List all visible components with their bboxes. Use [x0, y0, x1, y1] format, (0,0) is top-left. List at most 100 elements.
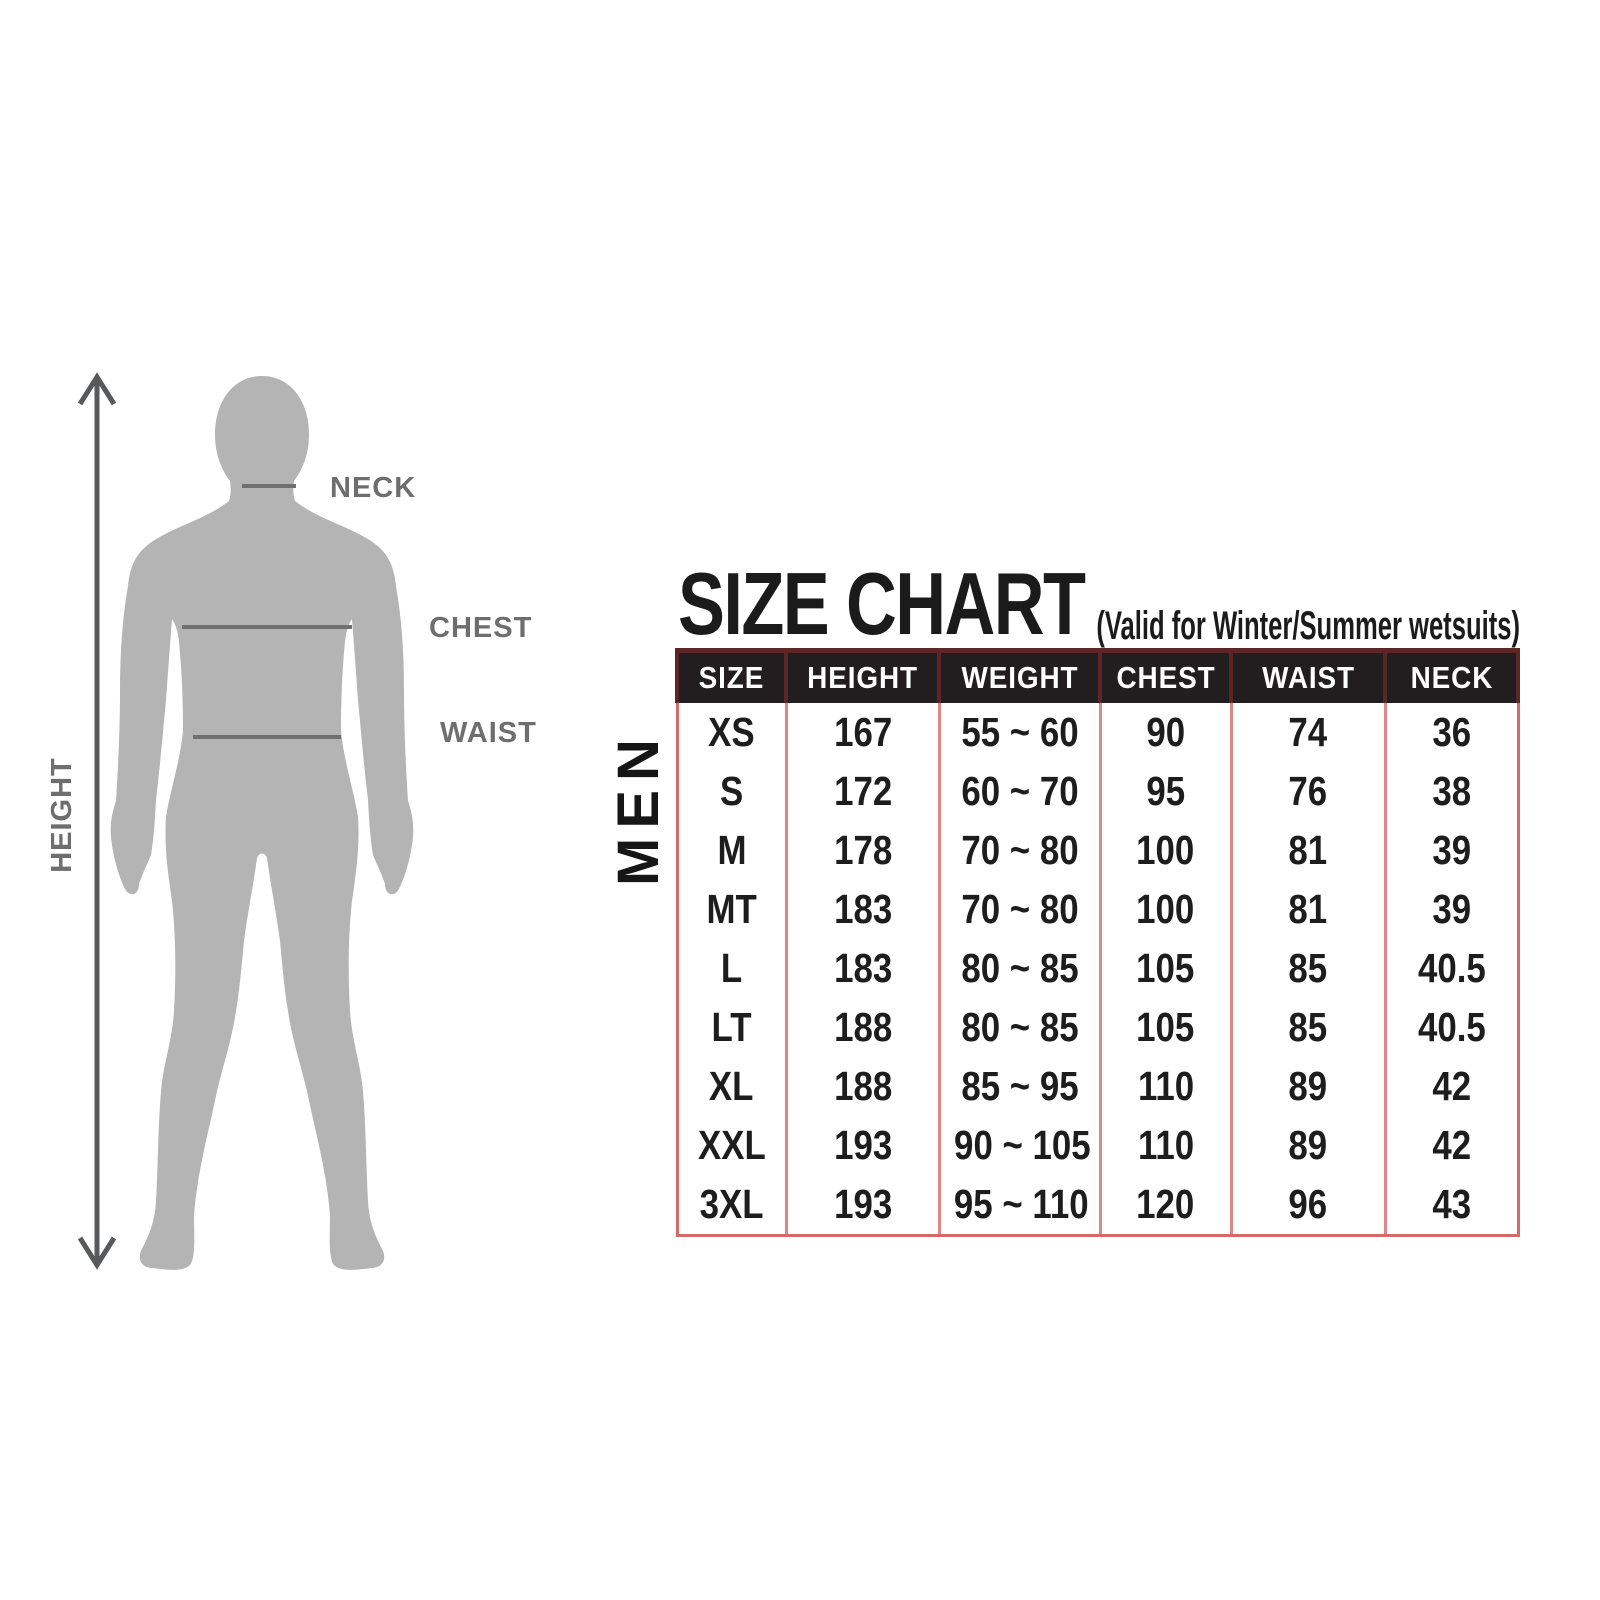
group-label-men: MEN	[605, 730, 671, 886]
value-cell: 42	[1383, 1057, 1520, 1116]
size-table: SIZE HEIGHT WEIGHT CHEST WAIST NECK XS 16…	[674, 648, 1520, 1237]
value-cell: 188	[784, 998, 941, 1057]
cell-text: 193	[833, 1181, 892, 1227]
size-cell: S	[675, 762, 788, 821]
value-cell: 183	[784, 939, 941, 998]
size-cell: M	[675, 821, 788, 880]
cell-text: 81	[1288, 886, 1328, 932]
column-header-size: SIZE	[674, 648, 789, 703]
cell-text: 3XL	[699, 1181, 764, 1227]
page-title: SIZE CHART	[678, 554, 1086, 653]
cell-text: 105	[1136, 945, 1195, 991]
cell-text: 40.5	[1417, 945, 1486, 991]
column-header-text: NECK	[1410, 660, 1493, 695]
value-cell: 178	[784, 821, 941, 880]
value-cell: 70 ~ 80	[937, 880, 1102, 939]
cell-text: 120	[1136, 1181, 1195, 1227]
cell-text: M	[717, 827, 747, 873]
table-row: XL 188 85 ~ 95 110 89 42	[675, 1057, 1520, 1116]
cell-text: 80 ~ 85	[961, 1004, 1079, 1050]
header-row: SIZE HEIGHT WEIGHT CHEST WAIST NECK	[674, 648, 1520, 703]
size-cell: MT	[675, 880, 788, 939]
value-cell: 105	[1098, 939, 1233, 998]
cell-text: 90	[1146, 709, 1185, 755]
cell-text: 95 ~ 110	[953, 1181, 1089, 1227]
column-header-neck: NECK	[1383, 648, 1520, 703]
value-cell: 95 ~ 110	[937, 1175, 1102, 1237]
size-cell: XS	[675, 703, 788, 762]
value-cell: 81	[1229, 880, 1387, 939]
cell-text: 178	[833, 827, 892, 873]
cell-text: 193	[833, 1122, 892, 1168]
column-header-text: WAIST	[1261, 660, 1355, 695]
value-cell: 70 ~ 80	[937, 821, 1102, 880]
column-header-weight: WEIGHT	[937, 648, 1102, 703]
cell-text: MT	[706, 886, 757, 932]
value-cell: 110	[1098, 1116, 1233, 1175]
value-cell: 74	[1229, 703, 1387, 762]
value-cell: 100	[1098, 880, 1233, 939]
cell-text: 167	[833, 709, 892, 755]
size-cell: LT	[675, 998, 788, 1057]
table-row: XXL 193 90 ~ 105 110 89 42	[675, 1116, 1520, 1175]
page-subtitle: (Valid for Winter/Summer wetsuits)	[1096, 604, 1520, 648]
size-cell: 3XL	[675, 1175, 788, 1237]
cell-text: 39	[1432, 827, 1471, 873]
cell-text: 95	[1146, 768, 1185, 814]
size-cell: XL	[675, 1057, 788, 1116]
neck-label: NECK	[330, 472, 417, 504]
cell-text: 40.5	[1417, 1004, 1486, 1050]
cell-text: 85	[1288, 1004, 1328, 1050]
cell-text: 74	[1288, 709, 1328, 755]
value-cell: 193	[784, 1175, 941, 1237]
chest-label: CHEST	[429, 612, 533, 644]
value-cell: 110	[1098, 1057, 1233, 1116]
cell-text: 89	[1288, 1063, 1328, 1109]
size-table-body: XS 167 55 ~ 60 90 74 36 S 172 60 ~ 70 95 76 38 M 178 7…	[675, 703, 1520, 1237]
cell-text: 183	[833, 886, 892, 932]
table-row: 3XL 193 95 ~ 110 120 96 43	[675, 1175, 1520, 1237]
value-cell: 172	[784, 762, 941, 821]
column-header-waist: WAIST	[1229, 648, 1388, 703]
cell-text: LT	[711, 1004, 752, 1050]
column-header-text: CHEST	[1116, 660, 1216, 695]
value-cell: 193	[784, 1116, 941, 1175]
value-cell: 80 ~ 85	[937, 939, 1102, 998]
value-cell: 40.5	[1383, 998, 1520, 1057]
value-cell: 90 ~ 105	[937, 1116, 1102, 1175]
value-cell: 95	[1098, 762, 1233, 821]
cell-text: 172	[833, 768, 892, 814]
value-cell: 81	[1229, 821, 1387, 880]
cell-text: L	[721, 945, 743, 991]
male-silhouette	[110, 376, 414, 1270]
column-header-text: SIZE	[698, 660, 765, 695]
height-label: HEIGHT	[45, 757, 78, 873]
cell-text: 39	[1432, 886, 1471, 932]
value-cell: 80 ~ 85	[937, 998, 1102, 1057]
value-cell: 39	[1383, 880, 1520, 939]
value-cell: 89	[1229, 1057, 1387, 1116]
cell-text: 90 ~ 105	[953, 1122, 1091, 1168]
column-header-text: HEIGHT	[807, 660, 919, 695]
value-cell: 60 ~ 70	[937, 762, 1102, 821]
cell-text: 43	[1432, 1181, 1471, 1227]
value-cell: 38	[1383, 762, 1520, 821]
value-cell: 36	[1383, 703, 1520, 762]
size-table-header: SIZE HEIGHT WEIGHT CHEST WAIST NECK	[674, 648, 1520, 703]
cell-text: 96	[1288, 1181, 1328, 1227]
table-row: LT 188 80 ~ 85 105 85 40.5	[675, 998, 1520, 1057]
cell-text: 70 ~ 80	[961, 886, 1079, 932]
table-row: L 183 80 ~ 85 105 85 40.5	[675, 939, 1520, 998]
value-cell: 85	[1229, 939, 1387, 998]
table-row: XS 167 55 ~ 60 90 74 36	[675, 703, 1520, 762]
value-cell: 85	[1229, 998, 1387, 1057]
cell-text: 100	[1136, 886, 1195, 932]
value-cell: 167	[784, 703, 941, 762]
value-cell: 188	[784, 1057, 941, 1116]
cell-text: 188	[833, 1004, 892, 1050]
value-cell: 40.5	[1383, 939, 1520, 998]
value-cell: 90	[1098, 703, 1233, 762]
table-row: MT 183 70 ~ 80 100 81 39	[675, 880, 1520, 939]
value-cell: 105	[1098, 998, 1233, 1057]
